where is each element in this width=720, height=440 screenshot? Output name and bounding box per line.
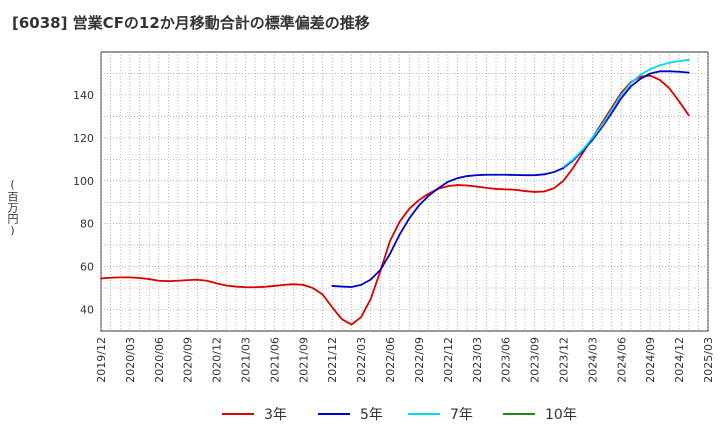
y-tick-label: 60 [80, 261, 94, 274]
y-axis-label: (百万円) [6, 178, 19, 237]
x-tick-label: 2020/06 [153, 337, 166, 383]
x-tick-label: 2019/12 [95, 337, 108, 383]
y-tick-label: 140 [73, 89, 94, 102]
x-tick-label: 2025/03 [702, 337, 715, 383]
x-tick-label: 2020/12 [211, 337, 224, 383]
x-tick-label: 2023/12 [557, 337, 570, 383]
series-line-3 [562, 59, 690, 168]
y-tick-label: 120 [73, 132, 94, 145]
series-layer [100, 59, 690, 326]
axis-layer: 40 60 80 100 120 140 2019/12 2020/03 2020/06 2020… [73, 89, 715, 383]
chart-title: [6038] 営業CFの12か月移動合計の標準偏差の推移 [12, 14, 370, 32]
legend-label-1: 3年 [264, 407, 287, 423]
x-tick-label: 2024/03 [586, 337, 599, 383]
x-tick-label: 2022/03 [355, 337, 368, 383]
y-tick-label: 100 [73, 175, 94, 188]
legend: 3年 5年 7年 10年 [222, 407, 577, 423]
x-tick-label: 2020/03 [124, 337, 137, 383]
x-tick-label: 2023/06 [500, 337, 513, 383]
x-tick-label: 2022/09 [413, 337, 426, 383]
x-tick-label: 2022/12 [442, 337, 455, 383]
y-tick-label: 40 [80, 304, 94, 317]
x-tick-label: 2023/09 [529, 337, 542, 383]
legend-label-3: 7年 [450, 407, 473, 423]
plot-area [100, 51, 709, 332]
x-tick-label: 2021/03 [240, 337, 253, 383]
x-tick-label: 2021/09 [297, 337, 310, 383]
x-tick-label: 2021/12 [326, 337, 339, 383]
x-tick-label: 2023/03 [471, 337, 484, 383]
y-tick-label: 80 [80, 218, 94, 231]
x-tick-label: 2020/09 [182, 337, 195, 383]
x-tick-label: 2021/06 [268, 337, 281, 383]
legend-label-4: 10年 [545, 407, 577, 423]
x-tick-label: 2024/12 [673, 337, 686, 383]
x-tick-label: 2024/06 [615, 337, 628, 383]
grid-layer [100, 51, 709, 332]
legend-label-2: 5年 [360, 407, 383, 423]
x-tick-label: 2022/06 [384, 337, 397, 383]
x-tick-label: 2024/09 [644, 337, 657, 383]
series-line-2 [331, 70, 690, 288]
